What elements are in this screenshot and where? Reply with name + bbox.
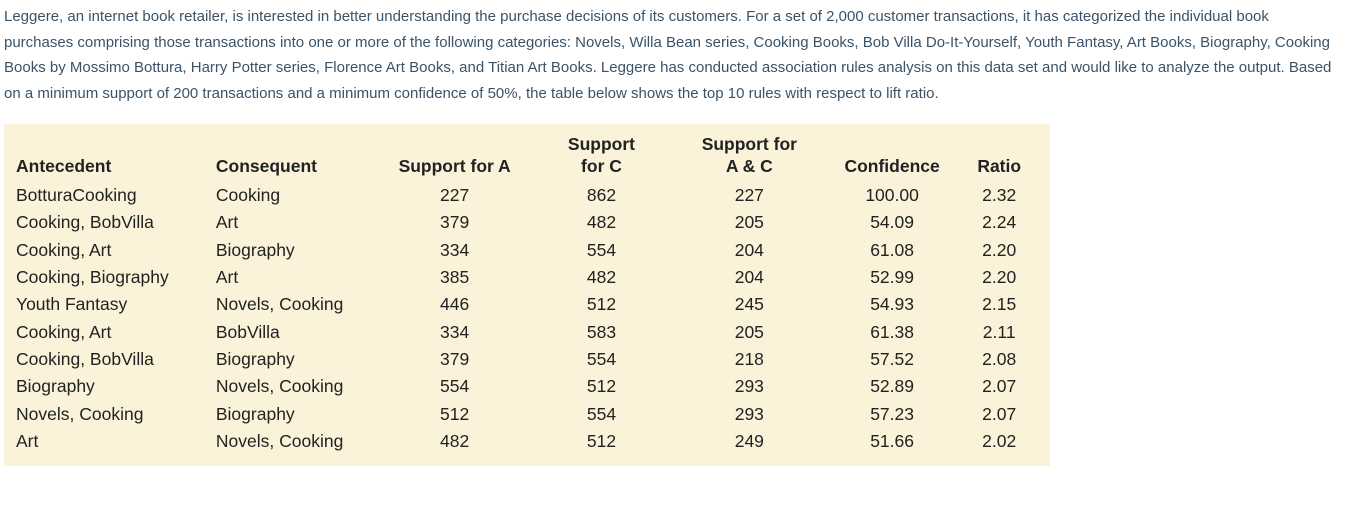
table-row: BotturaCookingCooking227862227100.002.32 — [12, 182, 1042, 209]
table-cell: Cooking, BobVilla — [12, 346, 212, 373]
table-cell: 205 — [675, 319, 828, 346]
table-cell: 52.89 — [828, 373, 961, 400]
table-cell: 100.00 — [828, 182, 961, 209]
table-row: Novels, CookingBiography51255429357.232.… — [12, 401, 1042, 428]
table-cell: 57.52 — [828, 346, 961, 373]
table-cell: 583 — [532, 319, 675, 346]
table-cell: 446 — [381, 291, 532, 318]
table-cell: 227 — [381, 182, 532, 209]
table-cell: 2.32 — [960, 182, 1042, 209]
table-cell: 249 — [675, 428, 828, 455]
table-cell: 204 — [675, 237, 828, 264]
table-cell: 554 — [381, 373, 532, 400]
table-row: Youth FantasyNovels, Cooking44651224554.… — [12, 291, 1042, 318]
table-cell: Novels, Cooking — [212, 428, 381, 455]
table-row: ArtNovels, Cooking48251224951.662.02 — [12, 428, 1042, 455]
table-cell: 2.07 — [960, 401, 1042, 428]
table-cell: 385 — [381, 264, 532, 291]
col-confidence: Confidence — [828, 132, 961, 182]
table-cell: Cooking, Art — [12, 237, 212, 264]
table-cell: Cooking, BobVilla — [12, 209, 212, 236]
table-cell: Cooking, Art — [12, 319, 212, 346]
table-cell: 227 — [675, 182, 828, 209]
table-cell: 482 — [532, 209, 675, 236]
table-cell: Art — [12, 428, 212, 455]
intro-paragraph: Leggere, an internet book retailer, is i… — [0, 0, 1345, 124]
table-row: BiographyNovels, Cooking55451229352.892.… — [12, 373, 1042, 400]
table-body: BotturaCookingCooking227862227100.002.32… — [12, 182, 1042, 456]
table-cell: 51.66 — [828, 428, 961, 455]
table-cell: 54.93 — [828, 291, 961, 318]
table-cell: 2.20 — [960, 264, 1042, 291]
table-cell: Novels, Cooking — [212, 291, 381, 318]
col-ratio: Ratio — [960, 132, 1042, 182]
table-cell: 205 — [675, 209, 828, 236]
table-row: Cooking, BobVillaArt37948220554.092.24 — [12, 209, 1042, 236]
table-cell: 512 — [532, 291, 675, 318]
table-cell: 482 — [381, 428, 532, 455]
table-cell: BobVilla — [212, 319, 381, 346]
table-cell: 512 — [532, 373, 675, 400]
table-cell: Art — [212, 209, 381, 236]
table-cell: 2.07 — [960, 373, 1042, 400]
table-cell: 512 — [532, 428, 675, 455]
table-cell: 61.08 — [828, 237, 961, 264]
table-cell: Biography — [212, 346, 381, 373]
table-cell: Cooking, Biography — [12, 264, 212, 291]
table-cell: 52.99 — [828, 264, 961, 291]
table-cell: 862 — [532, 182, 675, 209]
col-antecedent: Antecedent — [12, 132, 212, 182]
table-header: Antecedent Consequent Support for A Supp… — [12, 132, 1042, 182]
table-cell: 379 — [381, 209, 532, 236]
table-cell: 2.08 — [960, 346, 1042, 373]
col-consequent: Consequent — [212, 132, 381, 182]
table-cell: 482 — [532, 264, 675, 291]
table-cell: 218 — [675, 346, 828, 373]
table-cell: 54.09 — [828, 209, 961, 236]
table-cell: Art — [212, 264, 381, 291]
table-cell: 554 — [532, 346, 675, 373]
table-cell: 245 — [675, 291, 828, 318]
table-cell: Novels, Cooking — [12, 401, 212, 428]
table-cell: 379 — [381, 346, 532, 373]
table-cell: 2.15 — [960, 291, 1042, 318]
table-cell: 512 — [381, 401, 532, 428]
col-support-a: Support for A — [381, 132, 532, 182]
rules-table-container: Antecedent Consequent Support for A Supp… — [4, 124, 1050, 466]
table-cell: Youth Fantasy — [12, 291, 212, 318]
table-cell: 2.24 — [960, 209, 1042, 236]
table-cell: 334 — [381, 319, 532, 346]
table-cell: 293 — [675, 401, 828, 428]
table-cell: 2.20 — [960, 237, 1042, 264]
col-support-c: Supportfor C — [532, 132, 675, 182]
table-cell: 554 — [532, 237, 675, 264]
table-cell: Cooking — [212, 182, 381, 209]
table-cell: Biography — [212, 401, 381, 428]
table-cell: 293 — [675, 373, 828, 400]
col-support-ac: Support forA & C — [675, 132, 828, 182]
table-cell: Biography — [12, 373, 212, 400]
table-row: Cooking, BobVillaBiography37955421857.52… — [12, 346, 1042, 373]
table-cell: 61.38 — [828, 319, 961, 346]
table-cell: 334 — [381, 237, 532, 264]
table-cell: BotturaCooking — [12, 182, 212, 209]
table-cell: 554 — [532, 401, 675, 428]
table-cell: Novels, Cooking — [212, 373, 381, 400]
table-row: Cooking, ArtBiography33455420461.082.20 — [12, 237, 1042, 264]
table-row: Cooking, ArtBobVilla33458320561.382.11 — [12, 319, 1042, 346]
table-cell: 2.02 — [960, 428, 1042, 455]
table-cell: 57.23 — [828, 401, 961, 428]
rules-table: Antecedent Consequent Support for A Supp… — [12, 132, 1042, 456]
table-cell: 2.11 — [960, 319, 1042, 346]
table-row: Cooking, BiographyArt38548220452.992.20 — [12, 264, 1042, 291]
table-cell: Biography — [212, 237, 381, 264]
table-cell: 204 — [675, 264, 828, 291]
